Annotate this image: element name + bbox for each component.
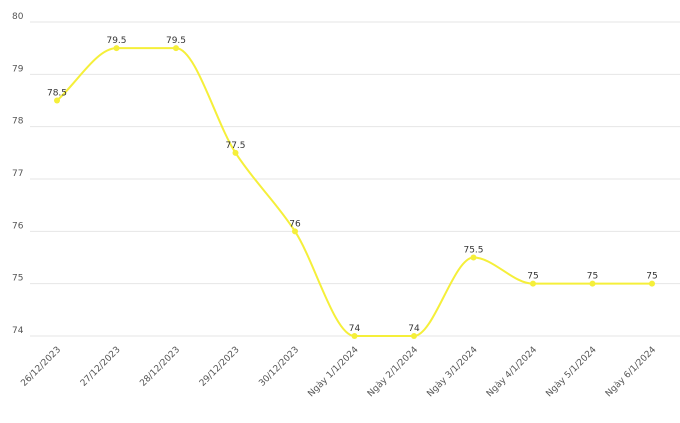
y-tick-label: 75 <box>12 274 23 284</box>
grid-lines <box>30 21 680 337</box>
x-tick-label: 29/12/2023 <box>198 345 242 389</box>
y-axis-ticks: 74 75 76 77 78 79 80 <box>12 12 24 336</box>
data-label: 79.5 <box>106 36 126 46</box>
data-point <box>113 45 120 52</box>
data-label: 75.5 <box>463 246 483 256</box>
x-tick-label: 26/12/2023 <box>19 345 63 389</box>
y-tick-label: 79 <box>12 64 24 74</box>
series-line-path <box>56 47 652 337</box>
y-tick-label: 76 <box>12 221 24 231</box>
x-tick-label: Ngày 2/1/2024 <box>366 345 420 399</box>
data-point <box>470 254 477 261</box>
data-point <box>173 45 179 52</box>
x-tick-label: Ngày 4/1/2024 <box>485 345 539 399</box>
y-tick-label: 74 <box>12 326 24 336</box>
x-tick-label: 28/12/2023 <box>138 345 182 389</box>
data-point <box>54 97 60 104</box>
data-label: 79.5 <box>166 36 186 46</box>
series-line <box>56 47 652 337</box>
data-label: 75 <box>646 272 657 282</box>
data-point <box>530 280 536 287</box>
y-tick-label: 80 <box>12 12 24 22</box>
data-point <box>292 228 298 235</box>
data-label: 78.5 <box>47 89 67 99</box>
x-tick-label: Ngày 5/1/2024 <box>544 345 598 399</box>
data-labels: 78.5 79.5 79.5 77.5 76 74 74 75.5 75 75 75 <box>47 36 658 334</box>
y-tick-label: 77 <box>12 169 23 179</box>
data-label: 74 <box>349 324 361 334</box>
data-points <box>54 45 655 339</box>
x-tick-label: Ngày 6/1/2024 <box>604 345 658 399</box>
x-tick-label: 30/12/2023 <box>257 345 301 389</box>
data-label: 75 <box>527 272 538 282</box>
data-label: 76 <box>289 219 301 229</box>
x-tick-label: 27/12/2023 <box>79 345 123 389</box>
x-axis-ticks: 26/12/2023 27/12/2023 28/12/2023 29/12/2023… <box>19 345 658 399</box>
data-label: 77.5 <box>225 141 245 151</box>
x-tick-label: Ngày 1/1/2024 <box>306 345 360 399</box>
data-label: 75 <box>587 272 598 282</box>
data-point <box>411 333 417 339</box>
data-point <box>351 333 358 339</box>
x-tick-label: Ngày 3/1/2024 <box>425 345 479 399</box>
data-point <box>232 149 239 156</box>
y-tick-label: 78 <box>12 117 24 127</box>
data-label: 74 <box>408 324 420 334</box>
data-point <box>589 280 596 287</box>
data-point <box>649 280 655 287</box>
